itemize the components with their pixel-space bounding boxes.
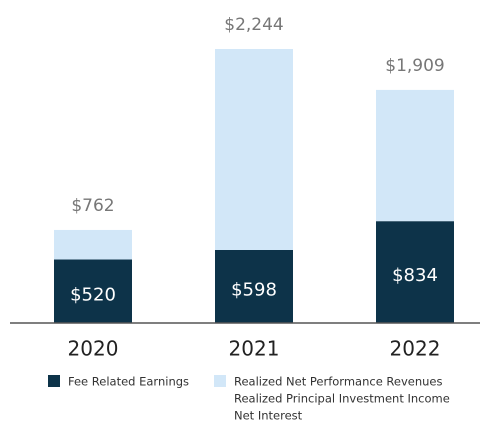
- x-tick-label: 2022: [390, 337, 441, 361]
- legend-label: Realized Principal Investment Income: [234, 392, 450, 406]
- x-tick-label: 2021: [229, 337, 280, 361]
- data-label: $520: [70, 284, 116, 305]
- legend-swatch: [48, 375, 60, 387]
- bar-segment: [215, 49, 293, 250]
- x-tick-label: 2020: [68, 337, 119, 361]
- bar-segment: [54, 229, 132, 260]
- total-label: $2,244: [224, 15, 283, 35]
- total-label: $762: [71, 196, 114, 216]
- legend-label: Realized Net Performance Revenues: [234, 375, 443, 389]
- bar-segment: [215, 249, 293, 323]
- legend-swatch: [214, 375, 226, 387]
- bar-segment: [376, 89, 454, 222]
- data-label: $834: [392, 265, 438, 286]
- legend-label: Fee Related Earnings: [68, 375, 189, 389]
- total-label: $1,909: [385, 56, 444, 76]
- bar-segment: [54, 259, 132, 323]
- legend-label: Net Interest: [234, 409, 303, 421]
- data-label: $598: [231, 279, 277, 300]
- bar-segment: [376, 221, 454, 323]
